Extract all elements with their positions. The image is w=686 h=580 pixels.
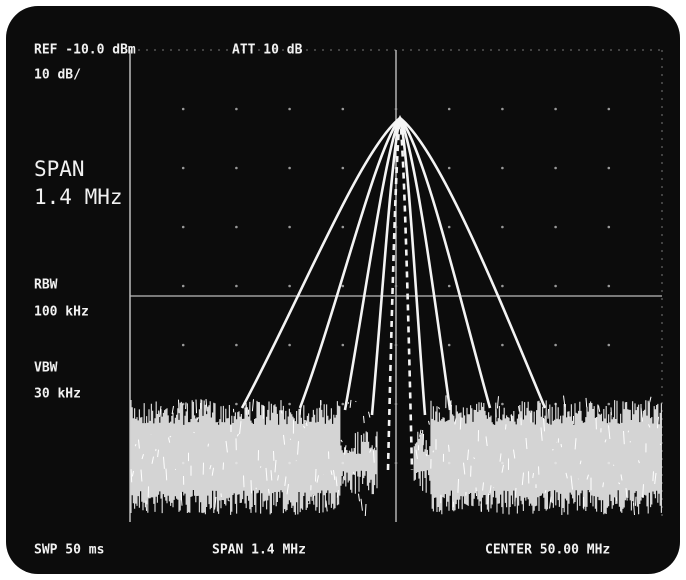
graticule-dot	[607, 225, 611, 229]
graticule-dot	[447, 225, 451, 229]
rbw-label: RBW	[34, 278, 58, 293]
graticule-dot	[394, 107, 398, 111]
graticule-dot	[181, 225, 185, 229]
graticule-dot	[394, 343, 398, 347]
graticule-dot	[235, 284, 238, 288]
graticule-dot	[288, 284, 291, 288]
graticule-dot	[501, 166, 504, 170]
graticule-dot	[235, 402, 238, 406]
graticule-dot	[607, 107, 611, 111]
graticule-dot	[607, 284, 611, 288]
span-value: 1.4 MHz	[34, 185, 123, 209]
graticule-dot	[235, 166, 238, 170]
ref-level: REF -10.0 dBm	[34, 43, 136, 58]
graticule-dot	[447, 284, 451, 288]
graticule-dot	[447, 166, 451, 170]
traces	[240, 114, 547, 471]
graticule-dot	[181, 166, 185, 170]
graticule-dot	[554, 225, 557, 229]
graticule-dot	[341, 225, 345, 229]
sweep-time: SWP 50 ms	[34, 543, 104, 558]
graticule-dot	[235, 107, 238, 111]
attenuation: ATT 10 dB	[232, 43, 303, 58]
graticule-dot	[181, 343, 185, 347]
graticule-dot	[607, 166, 611, 170]
graticule-dot	[501, 402, 504, 406]
graticule-dot	[341, 343, 345, 347]
graticule-dot	[181, 284, 185, 288]
graticule-dot	[554, 107, 557, 111]
graticule-dot	[288, 225, 291, 229]
graticule-dot	[394, 402, 398, 406]
span-label: SPAN	[34, 157, 85, 181]
graticule-dot	[288, 402, 291, 406]
noise	[130, 400, 662, 515]
graticule-dot	[288, 343, 291, 347]
span-footer: SPAN 1.4 MHz	[212, 543, 306, 558]
graticule-dot	[288, 107, 291, 111]
graticule-dot	[501, 343, 504, 347]
scale: 10 dB/	[34, 68, 81, 83]
vbw-value: 30 kHz	[34, 387, 81, 402]
graticule-dot	[554, 166, 557, 170]
graticule-dot	[181, 107, 185, 111]
graticule-dot	[501, 225, 504, 229]
graticule-dot	[341, 166, 345, 170]
noise-speckle	[130, 395, 662, 517]
trace	[386, 117, 414, 471]
graticule-dot	[341, 107, 345, 111]
rbw-value: 100 kHz	[34, 305, 89, 320]
graticule-dot	[447, 107, 451, 111]
graticule	[129, 49, 663, 522]
graticule-dot	[394, 284, 398, 288]
graticule-dot	[235, 225, 238, 229]
graticule-dot	[607, 402, 611, 406]
graticule-dot	[501, 284, 504, 288]
graticule-dot	[341, 402, 345, 406]
graticule-dot	[288, 166, 291, 170]
graticule-dot	[554, 343, 557, 347]
noise-floor	[130, 395, 662, 517]
graticule-dot	[554, 284, 557, 288]
graticule-dot	[501, 107, 504, 111]
graticule-dot	[235, 343, 238, 347]
graticule-dot	[394, 461, 398, 465]
graticule-dot	[447, 343, 451, 347]
vbw-label: VBW	[34, 361, 58, 376]
center-frequency: CENTER 50.00 MHz	[485, 543, 610, 558]
graticule-dot	[607, 343, 611, 347]
graticule-dot	[341, 284, 345, 288]
